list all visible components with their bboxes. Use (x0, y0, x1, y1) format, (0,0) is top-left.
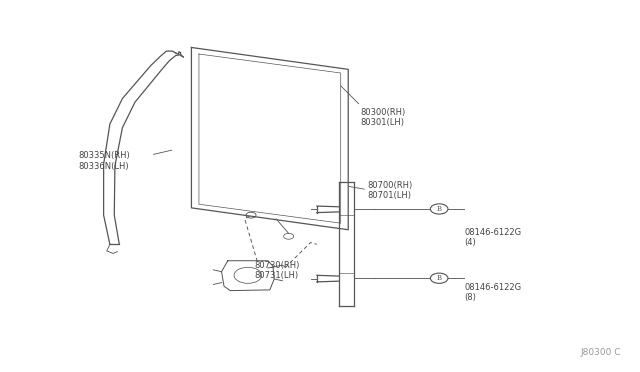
Text: B: B (436, 274, 442, 282)
Text: 80730(RH)
80731(LH): 80730(RH) 80731(LH) (254, 261, 300, 280)
Text: 08146-6122G
(4): 08146-6122G (4) (464, 228, 522, 247)
Text: J80300 C: J80300 C (580, 348, 621, 357)
Text: 08146-6122G
(8): 08146-6122G (8) (464, 283, 522, 302)
Text: B: B (436, 205, 442, 213)
Text: 80300(RH)
80301(LH): 80300(RH) 80301(LH) (361, 108, 406, 127)
Text: 80700(RH)
80701(LH): 80700(RH) 80701(LH) (367, 180, 412, 200)
Text: 80335N(RH)
80336N(LH): 80335N(RH) 80336N(LH) (79, 151, 131, 171)
